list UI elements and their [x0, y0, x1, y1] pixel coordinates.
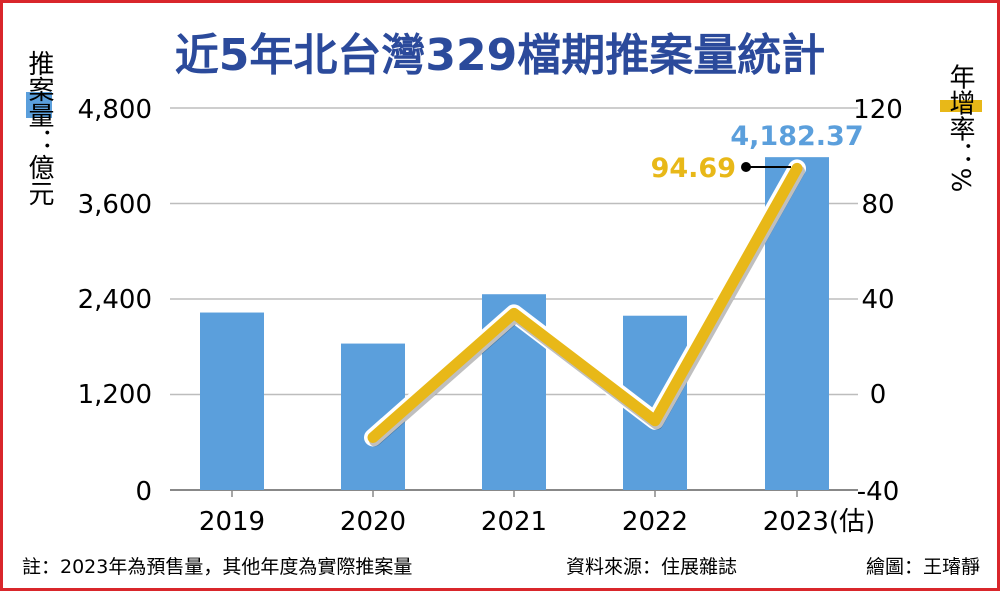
chart-title: 近5年北台灣329檔期推案量統計 — [175, 30, 825, 81]
x-tick-label: 2020 — [340, 507, 406, 537]
y-right-ticks: 120 80 40 0 -40 — [853, 95, 903, 507]
x-axis-labels: 2019 2020 2021 2022 2023(估) — [199, 490, 875, 537]
bar — [200, 312, 264, 490]
y-left-tick: 4,800 — [78, 95, 152, 125]
bar-value-label: 4,182.37 — [730, 121, 863, 152]
y-left-tick: 1,200 — [78, 380, 152, 410]
footer-source: 資料來源：住展雜誌 — [566, 556, 737, 578]
y-right-tick: 40 — [861, 285, 894, 315]
line-series — [364, 159, 806, 447]
y-left-tick: 3,600 — [78, 190, 152, 220]
bar-series — [200, 157, 829, 490]
y-right-tick: -40 — [857, 477, 899, 507]
y-left-axis-label: 推案量：億元 — [24, 50, 54, 206]
y-right-tick: 0 — [870, 380, 887, 410]
y-right-axis-label: 年增率：% — [945, 64, 975, 193]
footer-credit: 繪圖：王璿靜 — [866, 556, 980, 578]
legend-line-swatch — [940, 100, 982, 112]
y-left-ticks: 4,800 3,600 2,400 1,200 0 — [78, 95, 152, 507]
line-outline — [364, 159, 806, 447]
x-tick-label: 2019 — [199, 507, 265, 537]
x-tick-label: 2022 — [622, 507, 688, 537]
footer-note: 註：2023年為預售量，其他年度為實際推案量 — [22, 556, 412, 578]
legend-bar-swatch — [26, 92, 52, 118]
y-left-tick: 2,400 — [78, 285, 152, 315]
y-right-tick: 80 — [861, 190, 894, 220]
line-value-label: 94.69 — [651, 153, 736, 184]
x-tick-label: 2023(估) — [763, 507, 875, 537]
line-shadow — [369, 165, 805, 447]
growth-line — [367, 162, 803, 443]
x-tick-label: 2021 — [481, 507, 547, 537]
y-right-tick: 120 — [853, 95, 903, 125]
callout-dot — [741, 162, 751, 172]
y-left-tick: 0 — [135, 477, 152, 507]
